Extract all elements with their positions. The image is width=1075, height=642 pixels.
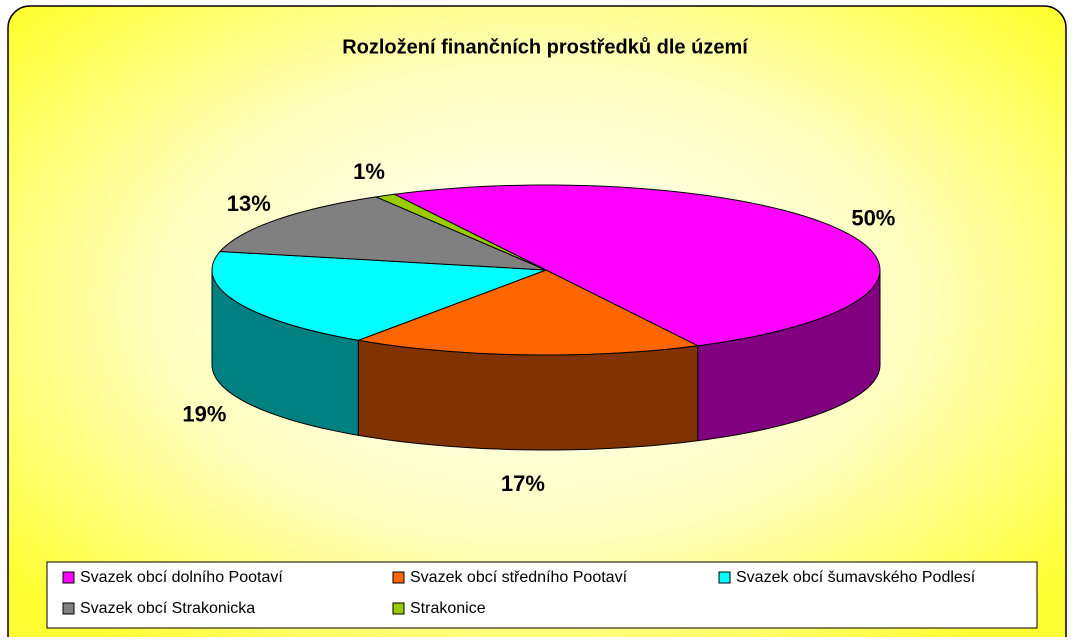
legend <box>46 561 1038 629</box>
chart-title: Rozložení finančních prostředků dle územ… <box>342 36 749 58</box>
data-label: 17% <box>501 471 545 496</box>
data-label: 1% <box>353 159 385 184</box>
slice <box>211 250 547 341</box>
data-label: 13% <box>227 191 271 216</box>
legend-swatch <box>718 571 731 584</box>
legend-swatch <box>392 602 405 615</box>
legend-label: Svazek obcí dolního Pootaví <box>80 569 283 586</box>
legend-label: Strakonice <box>410 600 486 617</box>
slice-side <box>357 339 699 451</box>
slice <box>218 196 547 271</box>
legend-swatch <box>62 571 75 584</box>
slice <box>374 193 547 271</box>
legend-label: Svazek obcí šumavského Podlesí <box>736 569 976 586</box>
legend-swatch <box>392 571 405 584</box>
legend-label: Svazek obcí Strakonicka <box>80 600 255 617</box>
data-label: 50% <box>851 206 895 231</box>
data-label: 19% <box>182 401 226 426</box>
legend-swatch <box>62 602 75 615</box>
slice <box>356 269 700 356</box>
slice <box>392 184 881 347</box>
legend-label: Svazek obcí středního Pootaví <box>410 569 628 586</box>
